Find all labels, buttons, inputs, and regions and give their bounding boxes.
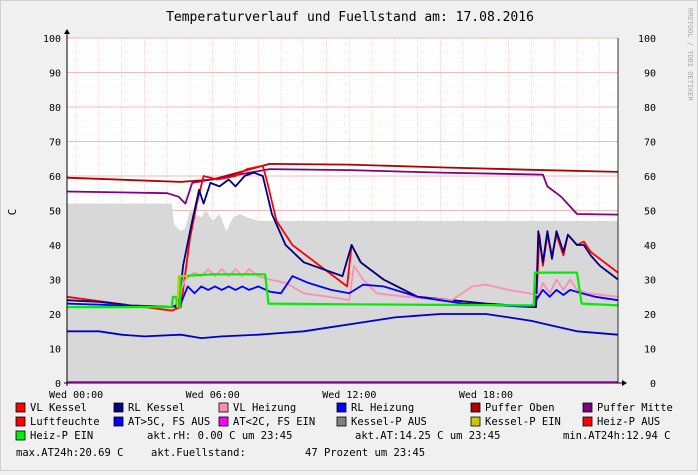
- y-tick-label: 40: [49, 241, 61, 252]
- legend-label: Kessel-P EIN: [485, 416, 561, 428]
- status-text: akt.Fuellstand:: [151, 447, 246, 459]
- legend-label: VL Heizung: [233, 402, 296, 414]
- y-tick-label-right: 40: [644, 241, 656, 252]
- y-tick-label-right: 0: [650, 379, 656, 390]
- status-text: min.AT24h:12.94 C: [563, 430, 670, 442]
- legend-label: AT<2C, FS EIN: [233, 416, 315, 428]
- x-tick-label: Wed 12:00: [322, 390, 376, 401]
- series-area-luftfeuchte: [67, 203, 618, 383]
- y-tick-label-right: 60: [644, 172, 656, 183]
- y-tick-label: 50: [49, 207, 61, 218]
- legend-label: RL Kessel: [128, 402, 185, 414]
- y-tick-label-right: 80: [644, 103, 656, 114]
- legend-swatch: [582, 416, 593, 427]
- legend-label: RL Heizung: [351, 402, 414, 414]
- y-tick-label-right: 100: [638, 34, 656, 45]
- legend-label: AT>5C, FS AUS: [128, 416, 210, 428]
- legend-swatch: [113, 402, 124, 413]
- y-tick-label: 90: [49, 69, 61, 80]
- series-line-kessel-p-ein: [176, 275, 188, 308]
- y-tick-label: 30: [49, 276, 61, 287]
- series-line-raum: [67, 313, 619, 340]
- status-text: akt.rH: 0.00 C um 23:45: [147, 430, 292, 442]
- status-lines: akt.rH: 0.00 C um 23:45 akt.AT:14.25 C um…: [16, 430, 670, 459]
- legend-swatch: [15, 430, 26, 441]
- legend-swatch: [470, 402, 481, 413]
- y-axis-label: C: [6, 209, 19, 216]
- y-tick-label-right: 10: [644, 345, 656, 356]
- legend-label: Puffer Oben: [485, 402, 555, 414]
- chart-title: Temperaturverlauf und Fuellstand am: 17.…: [166, 10, 534, 25]
- y-tick-label-right: 90: [644, 69, 656, 80]
- legend-swatch: [582, 402, 593, 413]
- x-tick-label: Wed 06:00: [186, 390, 240, 401]
- legend-label: Puffer Mitte: [597, 402, 673, 414]
- status-text: akt.AT:14.25 C um 23:45: [355, 430, 500, 442]
- legend-label: VL Kessel: [30, 402, 87, 414]
- status-text: 47 Prozent um 23:45: [305, 447, 425, 459]
- series-line-puffer-mitte: [66, 168, 619, 216]
- watermark: RRDTOOL / TOBI OETIKER: [686, 8, 694, 102]
- legend-label: Luftfeuchte: [30, 416, 100, 428]
- y-tick-label: 100: [43, 34, 61, 45]
- x-axis-arrow: [622, 380, 627, 386]
- legend-label: Heiz-P EIN: [30, 430, 93, 442]
- series-line-heiz-p-ein: [67, 271, 619, 309]
- y-tick-label-right: 50: [644, 207, 656, 218]
- y-tick-label: 0: [55, 379, 61, 390]
- x-tick-label: Wed 00:00: [49, 390, 103, 401]
- legend-swatch: [218, 402, 229, 413]
- y-tick-label: 60: [49, 172, 61, 183]
- legend-swatch: [218, 416, 229, 427]
- plot-area: 0 0 10 10 20 20 30 30 40 40 50 50 60 60 70 70 80 80 90 90 10…: [43, 29, 656, 401]
- x-tick-label: Wed 18:00: [459, 390, 513, 401]
- y-tick-label-right: 20: [644, 310, 656, 321]
- legend-swatch: [15, 402, 26, 413]
- y-tick-label: 70: [49, 138, 61, 149]
- y-tick-label-right: 30: [644, 276, 656, 287]
- series-line-rl-kessel: [66, 171, 619, 309]
- status-text: max.AT24h:20.69 C: [16, 447, 123, 459]
- y-tick-label-right: 70: [644, 138, 656, 149]
- legend-swatch: [336, 416, 347, 427]
- legend-swatch: [336, 402, 347, 413]
- legend: VL Kessel RL Kessel VL Heizung RL Heizung Pu…: [15, 402, 673, 442]
- y-tick-label: 20: [49, 310, 61, 321]
- y-tick-label: 80: [49, 103, 61, 114]
- y-axis-arrow: [64, 29, 70, 34]
- legend-label: Heiz-P AUS: [597, 416, 660, 428]
- y-tick-label: 10: [49, 345, 61, 356]
- legend-label: Kessel-P AUS: [351, 416, 427, 428]
- series-line-puffer-oben: [66, 162, 619, 183]
- legend-swatch: [15, 416, 26, 427]
- legend-swatch: [113, 416, 124, 427]
- series-line-rl-heizung: [66, 275, 619, 309]
- legend-swatch: [470, 416, 481, 427]
